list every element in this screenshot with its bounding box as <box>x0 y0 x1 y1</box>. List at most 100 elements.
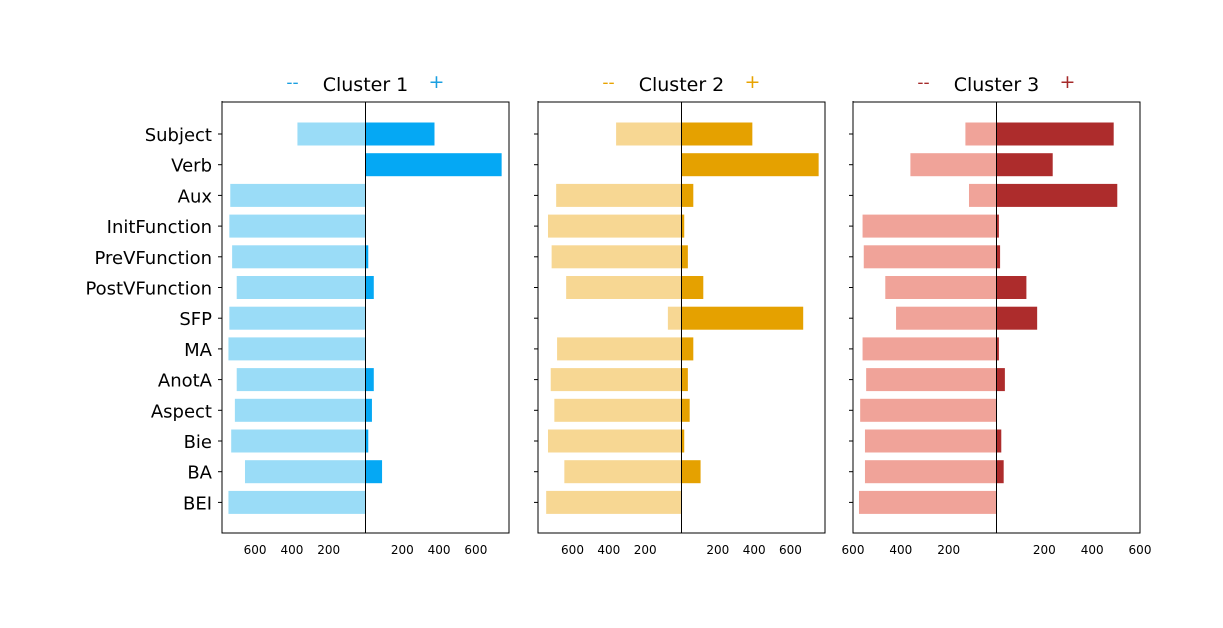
bar-negative-cluster3-bei <box>858 490 997 514</box>
bar-positive-cluster3-anota <box>996 368 1005 392</box>
x-tick-label-right-cluster3: 400 <box>1081 543 1104 557</box>
bar-negative-cluster1-sfp <box>229 306 366 330</box>
positive-marker-cluster3: + <box>1060 71 1076 93</box>
bar-negative-cluster1-ba <box>244 460 366 484</box>
x-tick-label-right-cluster2: 400 <box>743 543 766 557</box>
x-tick-label-right-cluster3: 200 <box>1033 543 1056 557</box>
bar-positive-cluster3-ma <box>996 337 999 361</box>
bar-negative-cluster2-ba <box>564 460 682 484</box>
x-tick-label-left-cluster2: 600 <box>561 543 584 557</box>
bar-negative-cluster2-sfp <box>667 306 682 330</box>
bar-positive-cluster1-bie <box>365 429 369 453</box>
bar-positive-cluster3-verb <box>996 153 1053 177</box>
bar-negative-cluster1-aux <box>230 183 366 207</box>
bar-positive-cluster3-prevfunction <box>996 245 1001 269</box>
bar-negative-cluster2-ma <box>557 337 682 361</box>
bar-positive-cluster1-ba <box>365 460 383 484</box>
bar-positive-cluster3-sfp <box>996 306 1038 330</box>
bar-negative-cluster2-initfunction <box>547 214 682 238</box>
bar-negative-cluster3-bie <box>864 429 997 453</box>
bar-positive-cluster2-initfunction <box>681 214 685 238</box>
category-label-aspect: Aspect <box>151 401 212 422</box>
panel-title-cluster2: Cluster 2 <box>639 74 725 96</box>
x-tick-label-left-cluster3: 400 <box>889 543 912 557</box>
category-label-sfp: SFP <box>179 309 212 330</box>
bar-positive-cluster1-anota <box>365 368 374 392</box>
bar-negative-cluster2-anota <box>550 368 682 392</box>
bar-negative-cluster1-aspect <box>234 398 366 422</box>
bar-positive-cluster2-sfp <box>681 306 804 330</box>
x-tick-label-left-cluster2: 200 <box>634 543 657 557</box>
x-tick-label-right-cluster1: 400 <box>428 543 451 557</box>
bar-negative-cluster1-anota <box>236 368 366 392</box>
x-tick-label-left-cluster2: 400 <box>597 543 620 557</box>
negative-marker-cluster1: -- <box>286 73 298 93</box>
bar-negative-cluster1-initfunction <box>229 214 366 238</box>
bar-positive-cluster3-postvfunction <box>996 276 1027 299</box>
bar-negative-cluster1-postvfunction <box>236 276 366 299</box>
category-label-ba: BA <box>187 463 212 484</box>
category-label-verb: Verb <box>171 156 212 177</box>
bar-positive-cluster2-verb <box>681 153 819 177</box>
bar-positive-cluster2-ma <box>681 337 694 361</box>
bar-negative-cluster2-prevfunction <box>551 245 682 269</box>
panel-title-cluster3: Cluster 3 <box>954 74 1040 96</box>
x-tick-label-right-cluster3: 600 <box>1129 543 1152 557</box>
x-tick-label-right-cluster1: 200 <box>391 543 414 557</box>
x-tick-label-right-cluster1: 600 <box>464 543 487 557</box>
bar-positive-cluster3-subject <box>996 122 1114 146</box>
bar-negative-cluster3-verb <box>910 153 997 177</box>
bar-negative-cluster3-aux <box>968 183 997 207</box>
bar-positive-cluster2-aux <box>681 183 694 207</box>
bar-positive-cluster2-anota <box>681 368 688 392</box>
bar-negative-cluster3-initfunction <box>862 214 997 238</box>
category-label-anota: AnotA <box>158 371 213 392</box>
bar-positive-cluster2-postvfunction <box>681 276 704 299</box>
bar-negative-cluster1-bie <box>231 429 366 453</box>
bar-positive-cluster1-aspect <box>365 398 372 422</box>
bar-negative-cluster3-anota <box>866 368 997 392</box>
bar-negative-cluster2-bei <box>546 490 682 514</box>
x-tick-label-left-cluster3: 600 <box>842 543 865 557</box>
bar-negative-cluster1-subject <box>297 122 366 146</box>
bar-negative-cluster2-subject <box>616 122 682 146</box>
bar-negative-cluster3-ma <box>862 337 997 361</box>
negative-marker-cluster3: -- <box>917 73 929 93</box>
bar-negative-cluster3-aspect <box>860 398 997 422</box>
bar-positive-cluster3-ba <box>996 460 1004 484</box>
category-label-bei: BEI <box>183 493 212 514</box>
bar-positive-cluster1-prevfunction <box>365 245 369 269</box>
bar-positive-cluster2-prevfunction <box>681 245 688 269</box>
category-label-initfunction: InitFunction <box>107 217 212 238</box>
category-label-aux: Aux <box>178 186 213 207</box>
positive-marker-cluster2: + <box>745 71 761 93</box>
bar-negative-cluster1-bei <box>228 490 366 514</box>
category-label-prevfunction: PreVFunction <box>95 248 213 269</box>
x-tick-label-left-cluster1: 600 <box>244 543 267 557</box>
bar-negative-cluster1-prevfunction <box>232 245 366 269</box>
bar-positive-cluster1-verb <box>365 153 502 177</box>
bar-positive-cluster2-ba <box>681 460 701 484</box>
x-tick-label-left-cluster1: 200 <box>317 543 340 557</box>
bar-positive-cluster2-bie <box>681 429 685 453</box>
category-label-postvfunction: PostVFunction <box>85 279 212 300</box>
bar-positive-cluster3-bie <box>996 429 1002 453</box>
bar-negative-cluster2-bie <box>547 429 682 453</box>
bar-negative-cluster3-subject <box>965 122 997 146</box>
category-label-subject: Subject <box>145 125 212 146</box>
bar-negative-cluster2-aspect <box>554 398 682 422</box>
bar-negative-cluster3-sfp <box>896 306 997 330</box>
bar-positive-cluster1-subject <box>365 122 435 146</box>
positive-marker-cluster1: + <box>429 71 445 93</box>
bar-negative-cluster3-ba <box>864 460 997 484</box>
category-label-bie: Bie <box>184 432 212 453</box>
bar-negative-cluster3-prevfunction <box>863 245 997 269</box>
bar-negative-cluster2-postvfunction <box>566 276 682 299</box>
bar-negative-cluster2-aux <box>556 183 682 207</box>
x-tick-label-right-cluster2: 600 <box>779 543 802 557</box>
bar-positive-cluster2-aspect <box>681 398 690 422</box>
bar-positive-cluster1-postvfunction <box>365 276 374 299</box>
negative-marker-cluster2: -- <box>602 73 614 93</box>
x-tick-label-left-cluster3: 200 <box>937 543 960 557</box>
